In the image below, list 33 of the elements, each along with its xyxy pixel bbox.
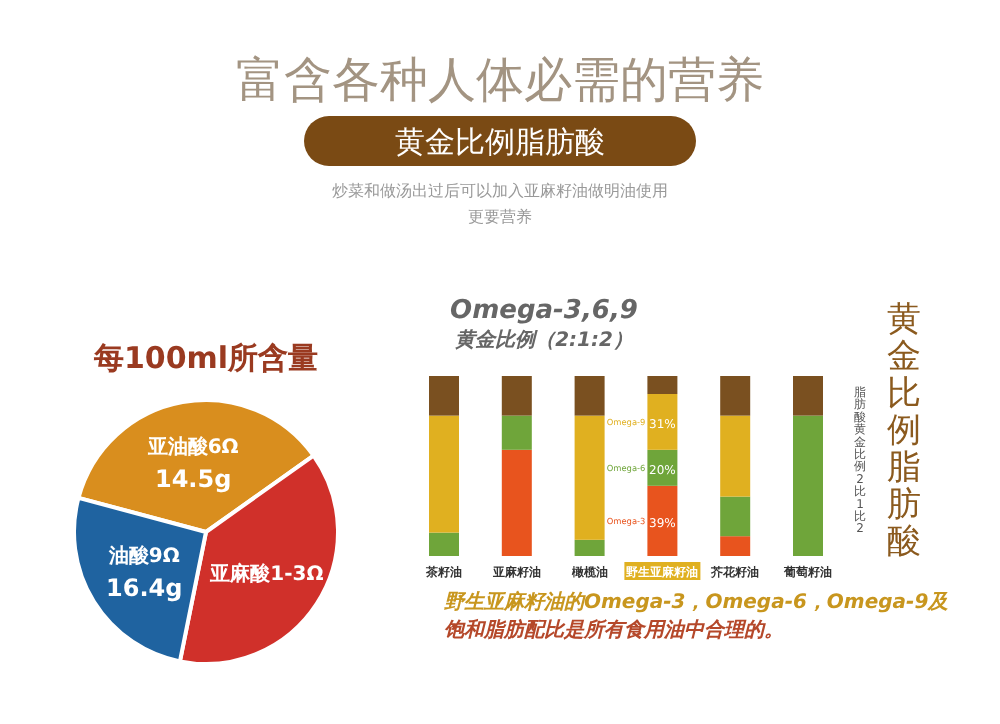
text: 炒菜和做汤出过后可以加入亚麻籽油做明油使用: [332, 182, 668, 200]
bar: [574, 539, 605, 556]
bar: [793, 376, 823, 416]
text: 饱和脂肪配比是所有食用油中合理的。: [444, 618, 784, 642]
bar: [429, 376, 459, 416]
bar: [793, 415, 823, 556]
text: 黄金比例脂肪酸: [887, 300, 921, 562]
chart-title: Omega-3,6,9: [450, 296, 638, 326]
bar: [720, 415, 751, 497]
chart-title: 每100ml所含量: [91, 340, 319, 376]
bar: [720, 376, 751, 416]
bar: [429, 532, 459, 556]
text: 富含各种人体必需的营养: [236, 52, 764, 108]
bar: [647, 485, 678, 556]
bar: [720, 496, 751, 537]
slice-label: 亚麻酸1-3Ω: [208, 561, 325, 586]
text: 14.5g: [154, 464, 232, 493]
bar: [501, 415, 532, 450]
bar: [501, 449, 532, 556]
text: 16.4g: [106, 574, 183, 603]
slice-label: 亚油酸6Ω: [145, 434, 240, 459]
bar: [429, 415, 459, 533]
bar: [720, 536, 751, 556]
slice-label: 油酸9Ω: [106, 544, 181, 569]
text: 野生亚麻籽油的Omega-3，Omega-6，Omega-9及: [444, 590, 949, 614]
bar: [501, 376, 532, 416]
bar: [647, 394, 678, 450]
bar: [574, 415, 605, 540]
text: 黄金比例脂肪酸: [395, 124, 605, 160]
text: 更要营养: [468, 208, 532, 226]
bar: [647, 376, 678, 394]
chart-subtitle: 黄金比例（2:1:2）: [455, 328, 633, 352]
bar: [574, 376, 605, 416]
